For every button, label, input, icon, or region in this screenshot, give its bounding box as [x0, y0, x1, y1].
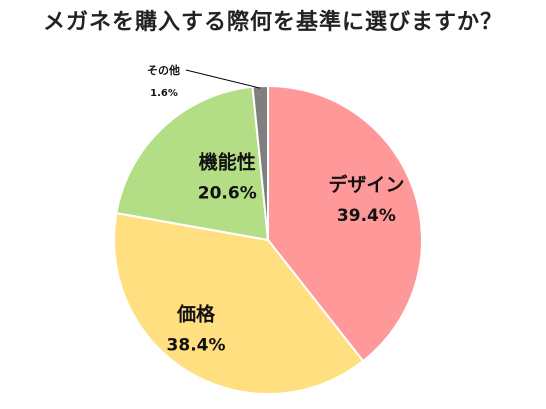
slice-3-wedge	[115, 85, 270, 242]
slice-3-name-label: 機能性	[199, 151, 256, 174]
slice-3-value-label: 20.6%	[198, 184, 257, 204]
slice-4-leader-line	[185, 69, 261, 89]
slice-4-name-label: その他	[147, 63, 180, 77]
chart-title: メガネを購入する際何を基準に選びますか？	[42, 10, 503, 35]
slice-1-value-label: 39.4%	[337, 206, 396, 226]
slice-4-value-label: 1.6%	[150, 88, 178, 99]
slice-2-value-label: 38.4%	[167, 336, 226, 356]
slice-1-name-label: デザイン	[328, 173, 404, 196]
slice-2-wedge	[113, 211, 365, 395]
slice-2-name-label: 価格	[176, 303, 216, 326]
slice-1-wedge	[267, 84, 423, 363]
